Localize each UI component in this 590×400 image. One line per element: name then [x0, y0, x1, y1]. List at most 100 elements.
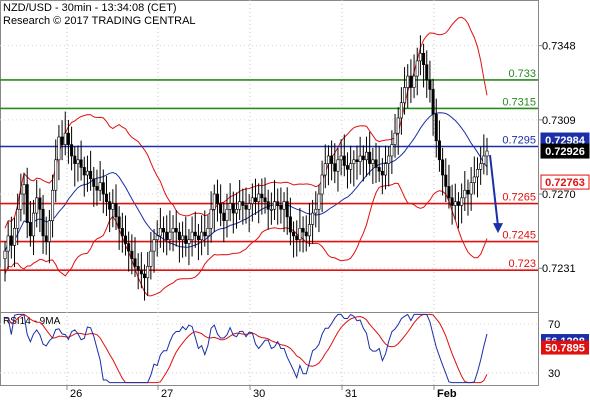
candle-125 [399, 87, 403, 135]
candle-71 [228, 183, 232, 222]
candle-89 [285, 187, 289, 235]
candle-32 [104, 176, 108, 217]
level-label-0: 0.733 [508, 68, 536, 80]
candle-112 [358, 136, 362, 175]
candle-body-109 [349, 163, 353, 170]
candle-body-0 [3, 250, 7, 260]
candle-111 [355, 145, 359, 180]
candle-88 [282, 192, 286, 233]
candle-body-63 [203, 231, 207, 237]
candle-23 [76, 145, 80, 182]
x-tick-label-4: Feb [437, 388, 457, 400]
candle-56 [181, 221, 185, 258]
candle-69 [222, 202, 226, 243]
candle-138 [441, 147, 445, 196]
candle-49 [158, 207, 162, 248]
candle-body-103 [330, 155, 334, 164]
projection-arrow-head [493, 223, 503, 234]
candle-116 [371, 147, 375, 185]
candle-body-66 [212, 193, 216, 210]
candle-body-64 [206, 227, 210, 237]
candle-73 [234, 192, 238, 229]
candle-29 [95, 169, 99, 206]
candle-39 [127, 231, 131, 272]
candle-110 [352, 150, 356, 187]
candle-123 [393, 113, 397, 158]
candle-147 [469, 167, 473, 211]
candle-132 [422, 43, 426, 88]
candle-19 [63, 111, 67, 156]
candle-body-30 [98, 182, 102, 191]
candle-body-57 [184, 235, 188, 244]
rsi-tick-label-0: 70 [548, 319, 560, 331]
candle-body-65 [209, 208, 213, 229]
candle-body-40 [130, 250, 134, 260]
candle-body-3 [13, 227, 17, 246]
candle-body-139 [444, 174, 448, 187]
candle-108 [345, 152, 349, 189]
candle-body-75 [241, 201, 245, 206]
candle-101 [323, 144, 327, 189]
candle-54 [174, 210, 178, 247]
candle-body-148 [472, 176, 476, 183]
candle-body-132 [422, 52, 426, 65]
candle-106 [339, 139, 343, 176]
candle-102 [326, 145, 330, 186]
candle-40 [130, 234, 134, 275]
candle-body-1 [6, 235, 10, 252]
candle-body-107 [342, 155, 346, 166]
candle-83 [266, 189, 270, 230]
candle-body-70 [225, 208, 229, 221]
candle-10 [35, 179, 39, 228]
candle-99 [317, 184, 321, 233]
candle-141 [450, 184, 454, 225]
candle-51 [165, 215, 169, 256]
candle-14 [47, 209, 51, 264]
candle-148 [472, 156, 476, 195]
candle-72 [231, 191, 235, 234]
candle-94 [301, 216, 305, 253]
candle-91 [292, 221, 296, 258]
candle-body-56 [181, 235, 185, 241]
rsi-panel-title: RSI14 - 9MA [3, 316, 61, 327]
candle-52 [168, 210, 172, 251]
candle-body-28 [92, 178, 96, 187]
candle-57 [184, 216, 188, 257]
candle-body-2 [9, 235, 13, 246]
candle-81 [260, 178, 264, 215]
candle-145 [463, 171, 467, 211]
candle-58 [187, 228, 191, 266]
candle-body-48 [155, 235, 159, 241]
candle-87 [279, 187, 283, 224]
candle-75 [241, 188, 245, 225]
candle-body-110 [352, 159, 356, 164]
candle-body-86 [276, 201, 280, 206]
candle-body-123 [393, 132, 397, 145]
candle-45 [146, 251, 150, 296]
candle-41 [133, 237, 137, 278]
candle-body-108 [345, 165, 349, 170]
candle-133 [425, 50, 429, 98]
candle-body-41 [133, 258, 137, 267]
candle-65 [209, 191, 213, 243]
candle-35 [114, 184, 118, 231]
candle-body-58 [187, 239, 191, 244]
candle-144 [460, 183, 464, 224]
x-tick-label-2: 30 [253, 388, 265, 400]
candle-104 [333, 143, 337, 184]
candle-62 [200, 215, 204, 256]
candle-body-29 [95, 186, 99, 191]
candle-body-84 [269, 208, 273, 211]
level-label-5: 0.723 [508, 258, 536, 270]
candle-body-94 [301, 227, 305, 233]
candle-body-73 [234, 208, 238, 214]
candle-body-105 [336, 159, 340, 172]
candle-body-60 [193, 231, 197, 237]
candle-body-113 [361, 155, 365, 161]
candle-20 [66, 120, 70, 164]
candle-body-23 [76, 159, 80, 164]
candle-body-49 [158, 227, 162, 237]
candle-body-5 [19, 193, 23, 210]
level-label-3: 0.7265 [502, 192, 536, 204]
candle-body-83 [266, 201, 270, 210]
